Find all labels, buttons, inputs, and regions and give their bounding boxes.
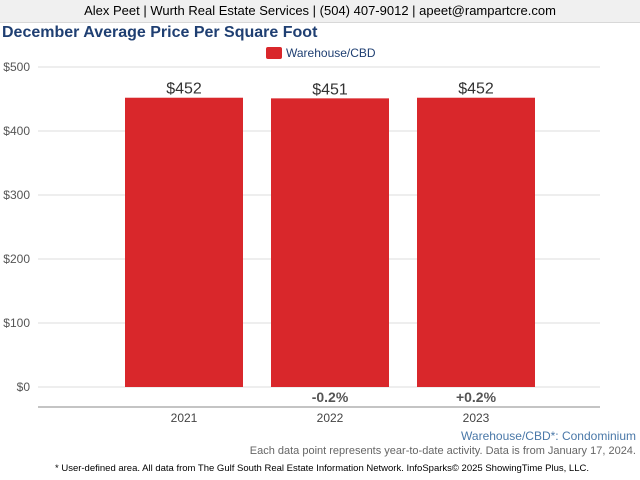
data-source-note: * User-defined area. All data from The G… [55,463,589,474]
x-tick-label: 2023 [463,411,490,425]
agent-contact-bar: Alex Peet | Wurth Real Estate Services |… [0,0,640,23]
percent-change-label: -0.2% [312,389,349,405]
x-tick-label: 2021 [171,411,198,425]
agent-contact-text: Alex Peet | Wurth Real Estate Services |… [84,3,556,18]
y-tick-label: $0 [17,380,31,394]
bar-value-label: $451 [312,81,348,98]
bar [417,97,535,387]
activity-note: Each data point represents year-to-date … [249,445,636,457]
y-tick-label: $100 [3,316,30,330]
bar-value-label: $452 [166,81,202,98]
bar-value-label: $452 [458,81,494,98]
percent-change-label: +0.2% [456,389,497,405]
y-tick-label: $500 [3,60,30,74]
bar [125,97,243,387]
legend-swatch [266,47,282,59]
y-tick-label: $300 [3,188,30,202]
legend-label: Warehouse/CBD [286,46,376,60]
x-tick-label: 2022 [317,411,344,425]
bar [271,98,389,388]
bars [125,97,535,388]
chart-legend: Warehouse/CBD [266,46,376,60]
chart-title: December Average Price Per Square Foot [2,24,318,41]
y-tick-label: $200 [3,252,30,266]
labels: $0 $100 $200 $300 $400 $500 $452 2021 $451 -0.2% 2… [3,60,496,425]
area-definition-note: Warehouse/CBD*: Condominium [461,429,636,443]
y-tick-label: $400 [3,124,30,138]
